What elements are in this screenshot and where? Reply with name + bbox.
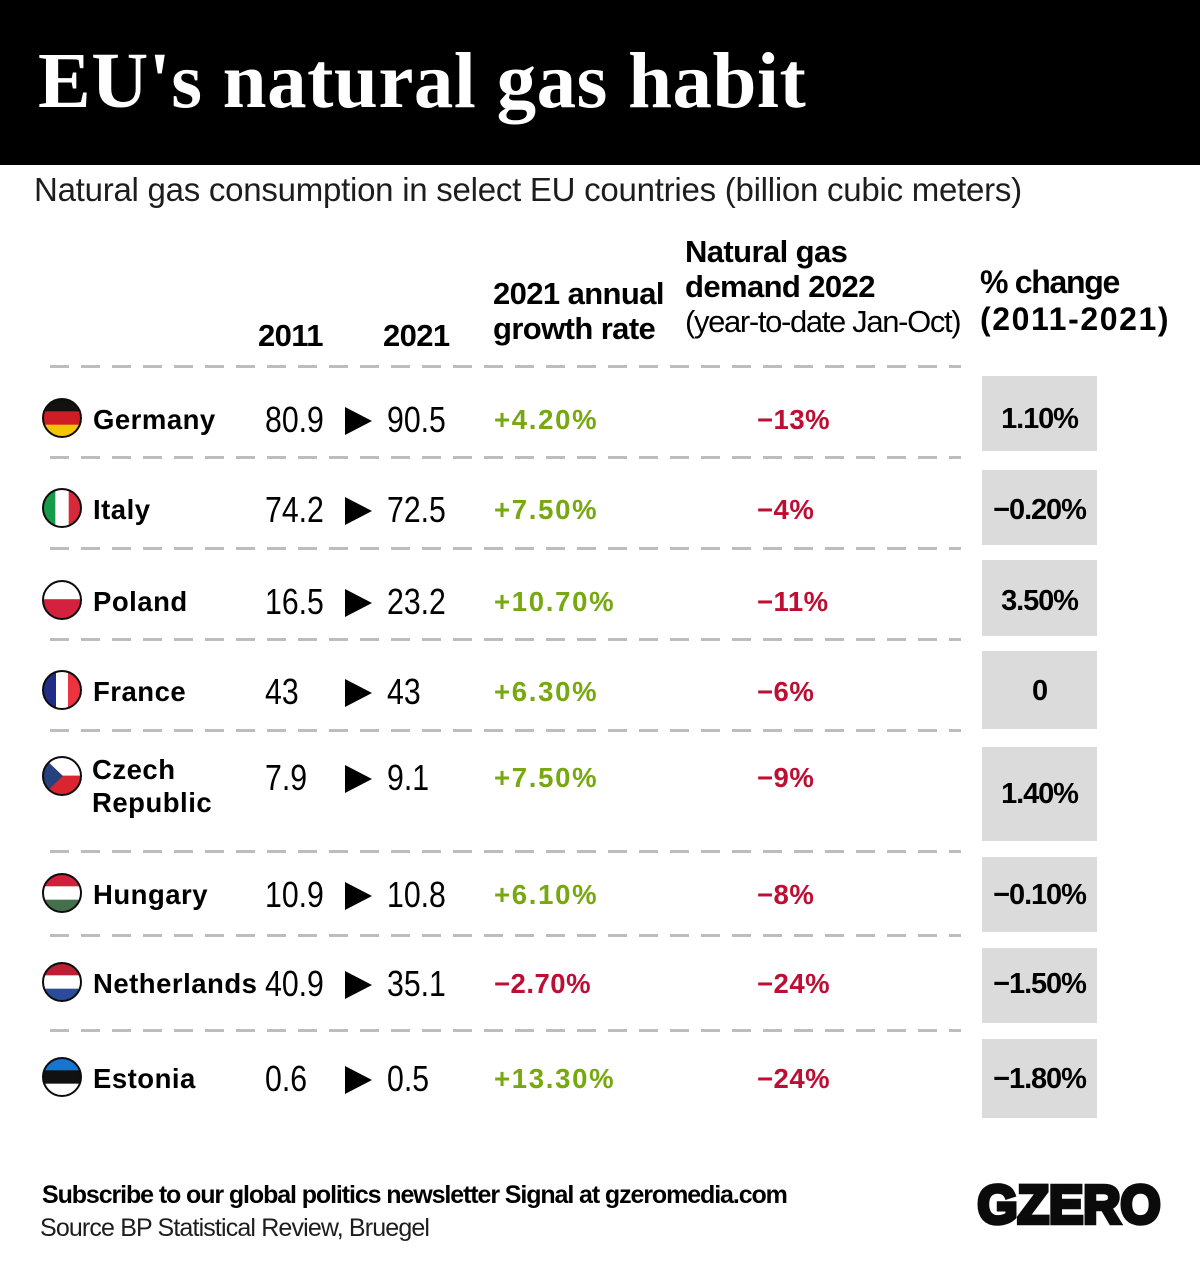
svg-text:GZERO: GZERO [978, 1180, 1161, 1230]
